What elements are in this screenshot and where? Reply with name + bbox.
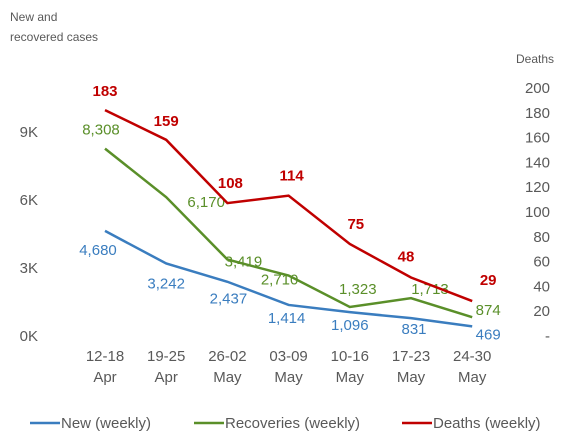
legend-label: Recoveries (weekly) xyxy=(225,415,360,432)
x-tick-label: Apr xyxy=(155,369,178,386)
data-label: 1,096 xyxy=(331,317,369,334)
data-label: 183 xyxy=(92,83,117,100)
x-tick-label: 24-30 xyxy=(453,348,491,365)
series-line xyxy=(104,147,473,319)
data-label: 4,680 xyxy=(79,242,117,259)
y2-tick-label: 120 xyxy=(525,179,550,196)
y2-axis-label: Deaths xyxy=(516,52,554,66)
series-line xyxy=(104,108,473,303)
data-label: 8,308 xyxy=(82,122,120,139)
x-tick-label: 19-25 xyxy=(147,348,185,365)
x-tick-label: May xyxy=(458,369,487,386)
data-label: 108 xyxy=(218,175,243,192)
y2-tick-label: 60 xyxy=(533,254,550,271)
x-tick-label: May xyxy=(336,369,365,386)
series-line xyxy=(104,229,473,328)
data-label: 1,323 xyxy=(339,281,377,298)
data-label: 159 xyxy=(154,113,179,130)
y-tick-label: 9K xyxy=(20,124,38,141)
x-tick-label: 26-02 xyxy=(208,348,246,365)
x-tick-label: 03-09 xyxy=(269,348,307,365)
data-label: 2,437 xyxy=(210,291,248,308)
y2-tick-label: - xyxy=(545,328,550,345)
data-label: 1,713 xyxy=(411,281,449,298)
data-label: 1,414 xyxy=(268,310,306,327)
x-tick-label: 17-23 xyxy=(392,348,430,365)
x-tick-label: May xyxy=(213,369,242,386)
y2-tick-label: 40 xyxy=(533,278,550,295)
y-tick-label: 0K xyxy=(20,328,38,345)
data-label: 3,419 xyxy=(225,253,263,270)
y2-tick-label: 200 xyxy=(525,80,550,97)
x-tick-label: May xyxy=(397,369,426,386)
y2-tick-label: 80 xyxy=(533,229,550,246)
x-tick-label: May xyxy=(274,369,303,386)
y-tick-label: 6K xyxy=(20,192,38,209)
data-label: 75 xyxy=(347,216,364,233)
x-tick-label: 12-18 xyxy=(86,348,124,365)
data-label: 3,242 xyxy=(147,275,185,292)
data-label: 2,710 xyxy=(261,272,299,289)
data-label: 114 xyxy=(279,168,304,185)
data-label: 831 xyxy=(401,321,426,338)
data-label: 469 xyxy=(476,326,501,343)
legend-label: New (weekly) xyxy=(61,415,151,432)
data-label: 48 xyxy=(398,248,415,265)
y2-tick-label: 180 xyxy=(525,105,550,122)
data-label: 874 xyxy=(476,302,501,319)
y-axis-label: New and xyxy=(10,10,57,24)
y2-tick-label: 100 xyxy=(525,204,550,221)
data-label: 6,170 xyxy=(187,194,225,211)
y2-tick-label: 20 xyxy=(533,303,550,320)
x-tick-label: 10-16 xyxy=(331,348,369,365)
legend-label: Deaths (weekly) xyxy=(433,415,541,432)
x-tick-label: Apr xyxy=(93,369,116,386)
data-label: 29 xyxy=(480,272,497,289)
y-tick-label: 3K xyxy=(20,260,38,277)
y-axis-label: recovered cases xyxy=(10,30,98,44)
y2-tick-label: 140 xyxy=(525,154,550,171)
y2-tick-label: 160 xyxy=(525,130,550,147)
